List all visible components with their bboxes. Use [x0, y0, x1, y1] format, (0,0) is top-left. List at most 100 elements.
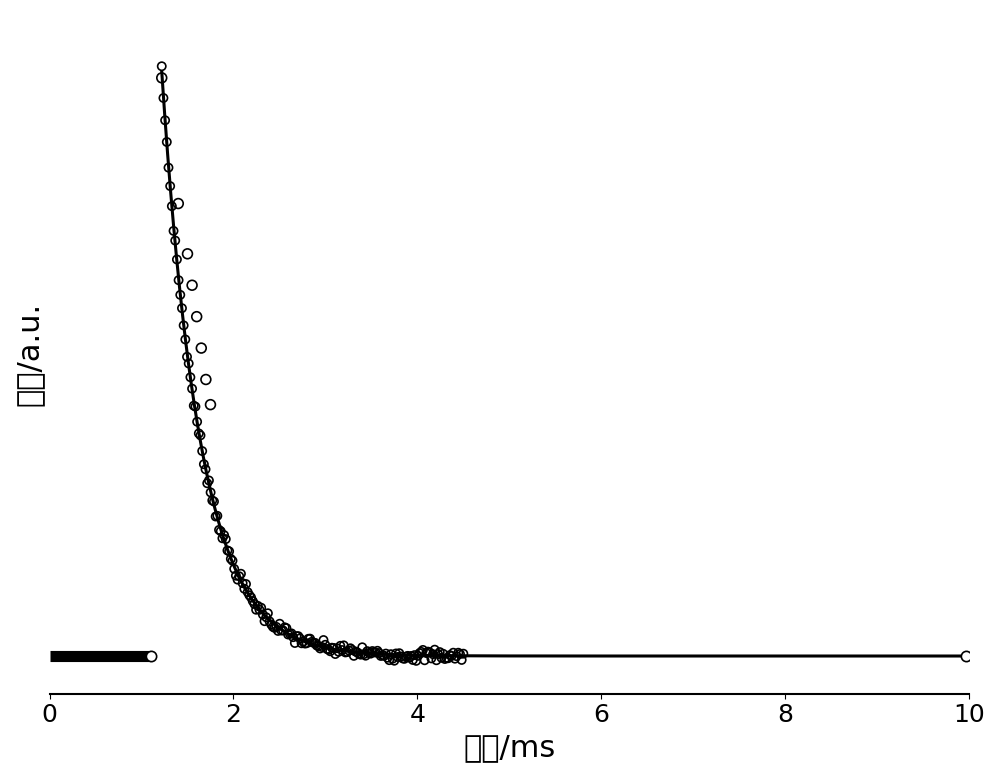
Point: [380, 651, 396, 664]
Point: [179, 350, 195, 363]
Point: [405, 653, 421, 666]
Point: [219, 544, 235, 556]
Point: [388, 647, 404, 660]
Point: [280, 629, 296, 641]
Point: [400, 650, 416, 662]
Point: [193, 342, 209, 354]
Point: [341, 644, 357, 657]
Point: [430, 648, 446, 660]
Point: [198, 373, 214, 385]
Point: [225, 555, 241, 567]
Point: [339, 646, 355, 658]
Point: [186, 399, 202, 412]
Point: [428, 654, 444, 667]
Point: [231, 570, 247, 583]
Point: [273, 624, 289, 636]
Point: [346, 650, 362, 662]
Point: [255, 608, 271, 621]
Point: [958, 650, 974, 662]
Point: [209, 510, 225, 522]
Point: [194, 444, 210, 457]
Point: [199, 477, 215, 490]
Point: [228, 570, 244, 582]
Point: [390, 650, 406, 663]
X-axis label: 寿命/ms: 寿命/ms: [463, 733, 555, 762]
Point: [263, 618, 279, 631]
Point: [406, 649, 422, 661]
Point: [368, 646, 384, 659]
Point: [423, 652, 439, 664]
Point: [191, 427, 207, 440]
Point: [349, 646, 365, 658]
Point: [412, 647, 428, 660]
Point: [196, 458, 212, 470]
Point: [204, 494, 220, 507]
Point: [444, 650, 460, 662]
Point: [184, 382, 200, 395]
Point: [203, 486, 219, 499]
Point: [143, 650, 159, 662]
Point: [246, 598, 262, 610]
Point: [401, 651, 417, 664]
Point: [302, 632, 318, 645]
Point: [230, 573, 246, 586]
Point: [310, 640, 326, 653]
Point: [348, 646, 364, 658]
Point: [176, 319, 192, 332]
Point: [329, 642, 345, 654]
Point: [155, 92, 171, 104]
Point: [216, 529, 232, 542]
Point: [275, 624, 291, 636]
Point: [208, 510, 224, 523]
Point: [162, 180, 178, 193]
Point: [189, 416, 205, 428]
Point: [327, 648, 343, 660]
Point: [450, 646, 466, 659]
Point: [391, 647, 407, 660]
Point: [376, 650, 392, 662]
Point: [282, 628, 298, 640]
Point: [369, 645, 385, 657]
Point: [177, 333, 193, 346]
Point: [447, 653, 463, 665]
Point: [371, 646, 387, 659]
Point: [449, 650, 465, 662]
Point: [262, 615, 278, 628]
Point: [235, 577, 251, 590]
Point: [192, 429, 208, 441]
Point: [442, 649, 458, 661]
Point: [245, 595, 261, 608]
Point: [432, 646, 448, 658]
Point: [290, 630, 306, 643]
Point: [374, 649, 390, 661]
Point: [251, 604, 267, 616]
Point: [201, 474, 217, 486]
Point: [294, 637, 310, 650]
Point: [440, 652, 456, 664]
Point: [403, 650, 419, 662]
Point: [172, 289, 188, 301]
Point: [354, 641, 370, 653]
Point: [202, 399, 218, 411]
Point: [283, 627, 299, 639]
Point: [408, 655, 424, 667]
Point: [331, 646, 347, 658]
Point: [336, 639, 352, 652]
Point: [297, 637, 313, 650]
Point: [258, 611, 274, 623]
Point: [166, 225, 182, 237]
Point: [236, 583, 252, 595]
Point: [292, 632, 308, 645]
Point: [317, 639, 333, 651]
Point: [439, 652, 455, 664]
Point: [381, 654, 397, 667]
Point: [454, 653, 470, 666]
Point: [425, 648, 441, 660]
Point: [378, 647, 394, 660]
Point: [420, 646, 436, 658]
Point: [154, 60, 170, 72]
Point: [427, 643, 443, 656]
Point: [268, 621, 284, 633]
Point: [455, 647, 471, 660]
Point: [182, 371, 198, 384]
